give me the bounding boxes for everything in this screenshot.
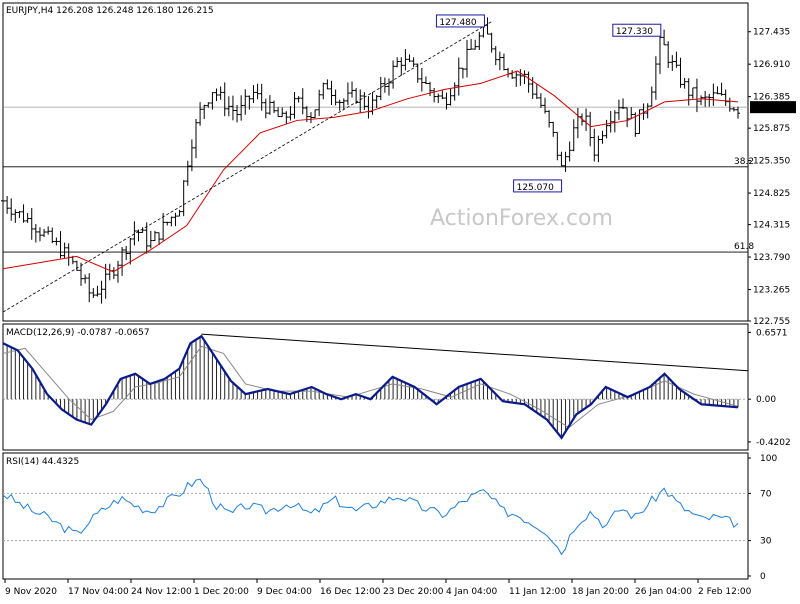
macd-trendline [201,333,749,372]
price-tick-label: 127.435 [753,28,790,38]
macd-line [2,334,739,440]
x-tick-label: 24 Nov 12:00 [131,587,192,597]
price-tick-label: 126.385 [753,93,790,103]
rsi-panel-frame [2,452,749,580]
x-tick-label: 17 Nov 04:00 [68,587,129,597]
price-tick-label: 123.790 [753,253,790,263]
rsi-tick-label: 0 [760,572,766,582]
x-tick-label: 23 Dec 20:00 [383,587,444,597]
rsi-tick-label: 100 [760,454,777,464]
x-tick-label: 9 Dec 04:00 [257,587,312,597]
x-tick-label: 16 Dec 12:00 [320,587,381,597]
macd-panel-header: MACD(12,26,9) -0.0787 -0.0657 [6,328,150,338]
annotation-label: 125.070 [517,183,554,193]
price-layer: 38.2 61.8 127.480 127.330 125.070 [1,14,754,313]
price-tick-label: 124.315 [753,221,790,231]
moving-average-line [2,70,739,273]
rsi-panel-header: RSI(14) 44.4325 [6,457,79,467]
rsi-line [2,478,739,556]
macd-tick-label: 0.00 [756,395,776,405]
x-tick-label: 11 Jan 12:00 [509,587,566,597]
price-panel-header: EURJPY,H4 126.208 126.248 126.180 126.21… [6,6,214,16]
rsi-layer [2,478,748,556]
annotation-label: 127.330 [616,27,653,37]
rsi-tick-label: 70 [760,489,772,499]
axis-layer: 127.435 126.910 126.385 125.875 125.350 124.8… [4,28,796,597]
x-tick-label: 9 Nov 2020 [5,587,57,597]
annotation-box [435,14,485,28]
macd-tick-label: 0.6571 [756,328,788,338]
x-tick-label: 1 Dec 20:00 [194,587,249,597]
last-price-label: 126.215 [753,103,790,113]
annotation-box [513,179,563,193]
last-price-tag [750,101,796,114]
price-tick-label: 126.910 [753,60,790,70]
x-tick-label: 26 Jan 04:00 [635,587,692,597]
price-tick-label: 125.350 [753,157,790,167]
annotation-label: 127.480 [439,18,476,28]
fib-label: 38.2 [734,157,754,167]
rsi-tick-label: 30 [760,537,772,547]
price-tick-label: 122.755 [753,317,790,327]
fib-label: 61.8 [734,242,754,252]
macd-tick-label: -0.4202 [756,438,791,448]
x-tick-label: 4 Jan 04:00 [446,587,498,597]
price-tick-label: 125.875 [753,124,790,134]
annotation-box [612,23,662,37]
macd-layer [2,333,749,440]
x-tick-label: 2 Feb 12:00 [698,587,752,597]
price-tick-label: 123.265 [753,285,790,295]
watermark: ActionForex.com [430,206,613,231]
x-tick-label: 18 Jan 20:00 [572,587,629,597]
macd-signal-line [2,345,739,429]
price-panel-frame [2,2,749,322]
price-tick-label: 124.825 [753,189,790,199]
